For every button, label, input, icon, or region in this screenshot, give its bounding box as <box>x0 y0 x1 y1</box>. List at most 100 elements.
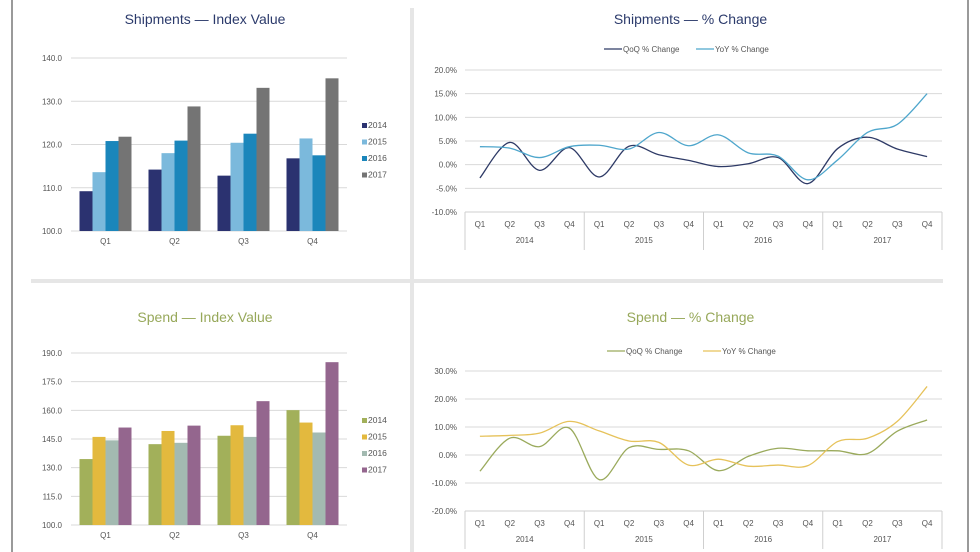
x-tick-label: Q3 <box>773 220 784 229</box>
x-tick-label: Q4 <box>307 531 318 540</box>
chart-title: Spend — Index Value <box>137 309 273 325</box>
spend-index-panel: Spend — Index Value 100.0 115.0 130.0 145.0… <box>0 283 410 552</box>
bar-2015-Q2 <box>161 430 175 525</box>
x-tick-label: Q3 <box>653 220 664 229</box>
x-tick-label: Q4 <box>564 519 575 528</box>
x-tick-label: Q4 <box>922 220 933 229</box>
y-tick-label: 0.0% <box>439 451 457 460</box>
x-tick-label: Q2 <box>504 220 515 229</box>
y-tick-label: 130.0 <box>42 464 63 473</box>
bar-2017-Q1 <box>118 136 132 231</box>
x-tick-label: Q1 <box>713 220 724 229</box>
x-tick-label: Q2 <box>743 519 754 528</box>
legend-label: 2016 <box>368 448 387 458</box>
y-tick-label: -20.0% <box>432 507 457 516</box>
x-tick-label: Q1 <box>594 220 605 229</box>
bar-2016-Q2 <box>174 140 188 231</box>
bar-2016-Q1 <box>105 141 119 231</box>
x-tick-label: Q3 <box>534 220 545 229</box>
y-tick-label: 0.0% <box>439 161 457 170</box>
shipments-change-chart: -10.0% -5.0% 0.0% 5.0% 10.0% 15.0% 20.0% Q1 Q2 Q3… <box>432 45 943 250</box>
bar-2015-Q1 <box>92 436 106 525</box>
series-line-qoq <box>479 419 928 481</box>
bar-2017-Q3 <box>256 401 270 525</box>
x-tick-label: Q2 <box>862 519 873 528</box>
x-tick-label: Q2 <box>743 220 754 229</box>
x-tick-label: Q4 <box>683 519 694 528</box>
x-tick-label: Q4 <box>683 220 694 229</box>
bar-2014-Q1 <box>79 191 93 231</box>
x-tick-label: Q1 <box>475 519 486 528</box>
y-tick-label: 10.0% <box>434 423 457 432</box>
x-tick-label: Q3 <box>892 519 903 528</box>
spend-change-panel: Spend — % Change -20.0% -10.0% 0.0% 10.0% 20… <box>414 283 967 552</box>
bar-2017-Q4 <box>325 362 339 525</box>
x-tick-label: Q4 <box>307 237 318 246</box>
x-group-label: 2014 <box>516 535 534 544</box>
x-tick-label: Q3 <box>773 519 784 528</box>
legend-swatch-2017 <box>362 172 367 178</box>
bar-2017-Q1 <box>118 427 132 525</box>
x-tick-label: Q3 <box>892 220 903 229</box>
bar-2017-Q2 <box>187 425 201 525</box>
x-tick-label: Q3 <box>653 519 664 528</box>
series-line-qoq <box>479 136 928 185</box>
x-tick-label: Q2 <box>169 237 180 246</box>
y-tick-label: 115.0 <box>43 492 63 501</box>
x-tick-label: Q2 <box>624 519 635 528</box>
bar-2017-Q3 <box>256 87 270 231</box>
y-tick-label: 140.0 <box>42 54 63 63</box>
x-tick-label: Q1 <box>713 519 724 528</box>
bar-2014-Q3 <box>217 435 231 525</box>
legend-label: 2015 <box>368 432 387 442</box>
bar-2016-Q2 <box>174 442 188 525</box>
y-tick-label: 30.0% <box>434 367 457 376</box>
bar-2017-Q4 <box>325 78 339 231</box>
frame-border-right <box>967 0 969 552</box>
y-tick-label: 100.0 <box>42 227 63 236</box>
y-tick-label: -5.0% <box>436 184 457 193</box>
bar-2014-Q2 <box>148 169 162 231</box>
bar-2014-Q2 <box>148 444 162 525</box>
y-tick-label: 190.0 <box>42 349 63 358</box>
chart-title: Spend — % Change <box>626 309 755 325</box>
shipments-index-panel: Shipments — Index Value 100.0 110.0 120.0 1… <box>0 0 410 278</box>
bar-2015-Q4 <box>299 138 313 231</box>
spend-index-chart: 100.0 115.0 130.0 145.0 160.0 175.0 190.0 Q1 Q2 Q… <box>42 349 387 540</box>
legend-label: QoQ % Change <box>623 45 680 54</box>
bar-2015-Q3 <box>230 142 244 231</box>
x-tick-label: Q4 <box>564 220 575 229</box>
x-tick-label: Q2 <box>169 531 180 540</box>
legend-swatch-2014 <box>362 418 367 423</box>
x-tick-label: Q3 <box>238 237 249 246</box>
bar-2016-Q3 <box>243 436 257 525</box>
legend-swatch-2014 <box>362 123 367 128</box>
x-tick-label: Q4 <box>803 220 814 229</box>
bar-2015-Q1 <box>92 172 106 231</box>
legend-label: QoQ % Change <box>626 347 683 356</box>
legend-label: 2015 <box>368 137 387 147</box>
y-tick-label: 175.0 <box>42 378 63 387</box>
y-tick-label: 10.0% <box>434 113 457 122</box>
legend-label: 2016 <box>368 153 387 163</box>
chart-title: Shipments — % Change <box>613 11 768 27</box>
y-tick-label: 110.0 <box>43 184 63 193</box>
y-tick-label: 5.0% <box>439 137 457 146</box>
bar-2016-Q1 <box>105 440 119 525</box>
x-group-label: 2017 <box>873 236 891 245</box>
bar-2017-Q2 <box>187 106 201 231</box>
spend-change-chart: -20.0% -10.0% 0.0% 10.0% 20.0% 30.0% Q1 Q2 Q3 Q4 Q… <box>432 347 943 549</box>
x-group-label: 2015 <box>635 535 653 544</box>
y-tick-label: 120.0 <box>42 141 63 150</box>
y-tick-label: 100.0 <box>42 521 63 530</box>
bar-2015-Q2 <box>161 153 175 231</box>
bar-2014-Q4 <box>286 410 300 525</box>
bar-2016-Q3 <box>243 133 257 231</box>
x-tick-label: Q1 <box>594 519 605 528</box>
x-tick-label: Q2 <box>624 220 635 229</box>
legend-label: YoY % Change <box>715 45 769 54</box>
bar-2014-Q1 <box>79 459 93 525</box>
x-tick-label: Q4 <box>922 519 933 528</box>
x-tick-label: Q1 <box>832 220 843 229</box>
x-group-label: 2014 <box>516 236 534 245</box>
